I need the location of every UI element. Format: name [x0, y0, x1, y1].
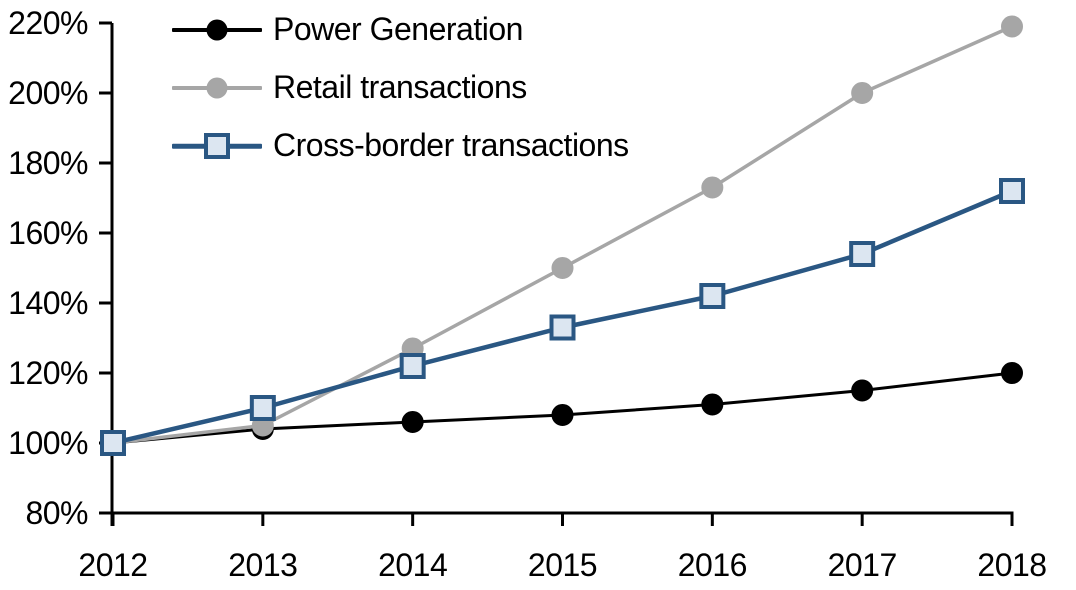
data-point-2	[849, 241, 876, 267]
legend-label-power-generation: Power Generation	[273, 10, 523, 47]
y-axis-tick-label: 180%	[8, 145, 88, 181]
data-point-2	[549, 314, 576, 341]
data-point-1	[851, 82, 874, 104]
data-point-1	[551, 257, 574, 279]
circle-marker-icon	[206, 19, 228, 41]
legend-label-cross-border-transactions: Cross-border transactions	[273, 126, 629, 163]
x-axis-tick-label: 2013	[228, 547, 297, 583]
chart-legend: Power Generation Retail transactions Cro…	[172, 1, 629, 175]
x-axis-tick-label: 2016	[678, 547, 747, 583]
x-axis-tick-label: 2017	[828, 547, 897, 583]
data-point-0	[551, 404, 574, 426]
x-axis-tick-label: 2015	[528, 547, 597, 583]
data-point-0	[1001, 362, 1023, 384]
y-axis-tick-label: 200%	[8, 75, 88, 111]
data-point-1	[701, 176, 724, 199]
data-point-0	[851, 379, 874, 402]
data-point-2	[999, 178, 1025, 204]
circle-marker-icon	[206, 77, 228, 99]
data-point-0	[701, 393, 724, 416]
y-axis-tick-label: 100%	[8, 425, 88, 461]
data-point-2	[699, 283, 726, 309]
data-point-1	[1001, 15, 1023, 38]
x-axis-tick-label: 2018	[977, 547, 1046, 583]
x-axis-tick-label: 2014	[378, 547, 447, 583]
x-axis-tick-label: 2012	[78, 547, 147, 583]
legend-item-retail-transactions: Retail transactions	[172, 59, 629, 117]
y-axis-tick-label: 220%	[8, 5, 88, 41]
data-point-2	[249, 395, 276, 421]
y-axis-tick-label: 120%	[8, 355, 88, 391]
square-marker-icon	[204, 133, 230, 159]
legend-marker-cross-border-transactions	[172, 131, 262, 161]
y-axis-tick-label: 80%	[25, 495, 88, 531]
data-point-0	[401, 411, 424, 433]
legend-marker-retail-transactions	[172, 73, 262, 103]
legend-item-power-generation: Power Generation	[172, 1, 629, 59]
data-point-2	[399, 353, 426, 379]
data-point-2	[100, 430, 126, 456]
legend-item-cross-border-transactions: Cross-border transactions	[172, 117, 629, 175]
legend-label-retail-transactions: Retail transactions	[273, 68, 527, 105]
legend-marker-power-generation	[172, 15, 262, 45]
y-axis-tick-label: 160%	[8, 215, 88, 251]
y-axis-tick-label: 140%	[8, 285, 88, 321]
